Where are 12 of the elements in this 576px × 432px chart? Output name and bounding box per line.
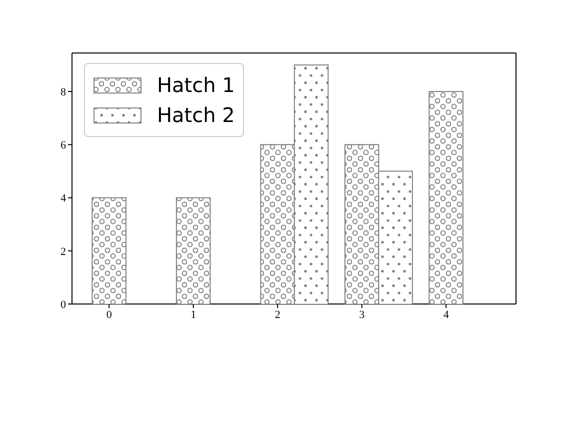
x-tick-label: 4 (443, 308, 450, 321)
x-tick-label: 3 (359, 308, 366, 321)
x-tick-label: 1 (190, 308, 196, 321)
x-tick-label: 0 (106, 308, 112, 321)
y-tick-label: 8 (60, 86, 66, 98)
y-tick-label: 0 (60, 298, 66, 311)
legend-label: Hatch 2 (157, 103, 235, 127)
y-tick-label: 4 (60, 192, 66, 205)
y-tick-label: 6 (60, 140, 66, 152)
x-tick-label: 2 (274, 308, 280, 321)
y-tick-label: 2 (60, 246, 66, 258)
legend-label: Hatch 1 (157, 73, 235, 97)
